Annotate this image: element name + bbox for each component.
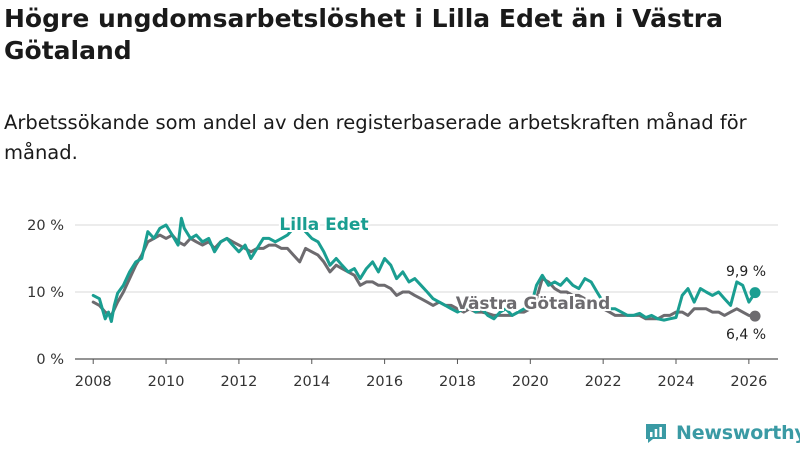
series-label-lilla-edet: Lilla Edet	[279, 215, 368, 235]
series-line-vastra-gotaland	[91, 233, 757, 321]
newsworthy-logo[interactable]: Newsworthy	[644, 420, 800, 446]
y-tick-label: 0 %	[36, 352, 64, 368]
x-tick-label: 2026	[730, 374, 767, 390]
y-tick-label: 10 %	[27, 285, 64, 301]
end-point-vastra-gotaland	[749, 310, 761, 322]
x-tick-label: 2012	[220, 374, 257, 390]
x-tick-label: 2018	[439, 374, 476, 390]
x-tick-label: 2016	[366, 374, 403, 390]
x-tick-label: 2024	[658, 374, 695, 390]
line-chart: 0 % 10 % 20 % 2008 2010 2012 2014 2016 2018 2020…	[27, 213, 778, 390]
y-axis: 0 % 10 % 20 %	[27, 218, 64, 368]
x-tick-label: 2010	[148, 374, 185, 390]
brand-name: Newsworthy	[676, 422, 800, 444]
y-tick-label: 20 %	[27, 218, 64, 234]
end-label-lilla-edet: 9,9 %	[726, 264, 766, 280]
x-tick-label: 2014	[293, 374, 330, 390]
series-labels: Lilla Edet Västra Götaland 9,9 % 6,4 %	[277, 213, 766, 343]
series-lines	[91, 216, 761, 323]
chart-title: Högre ungdomsarbetslöshet i Lilla Edet ä…	[4, 4, 723, 65]
end-label-vastra-gotaland: 6,4 %	[726, 327, 766, 343]
newsworthy-icon	[646, 424, 666, 443]
x-axis: 2008 2010 2012 2014 2016 2018 2020 2022 2024 2026	[75, 358, 778, 390]
x-tick-label: 2022	[585, 374, 622, 390]
chart-subtitle: Arbetssökande som andel av den registerb…	[4, 111, 747, 164]
x-tick-label: 2020	[512, 374, 549, 390]
series-line-lilla-edet	[91, 216, 757, 323]
end-point-lilla-edet	[749, 287, 761, 299]
series-label-vastra-gotaland: Västra Götaland	[456, 294, 611, 314]
x-tick-label: 2008	[75, 374, 112, 390]
